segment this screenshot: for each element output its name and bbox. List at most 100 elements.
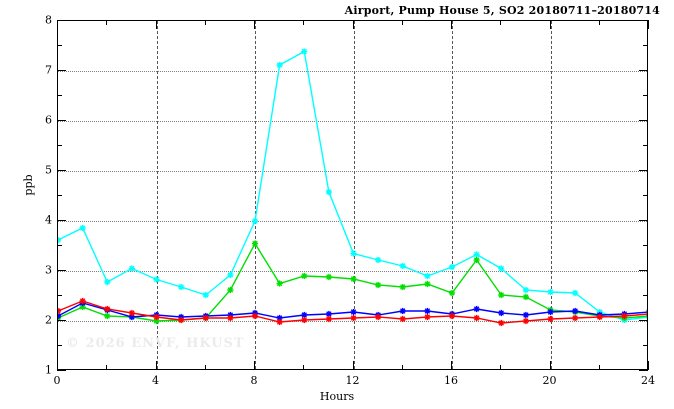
y-tick bbox=[57, 295, 62, 296]
x-tick bbox=[451, 361, 452, 370]
gridline-horizontal bbox=[58, 321, 647, 322]
y-tick bbox=[57, 70, 66, 71]
data-point-marker bbox=[399, 283, 406, 291]
x-tick bbox=[598, 365, 600, 370]
y-tick bbox=[57, 270, 66, 271]
x-tick bbox=[451, 20, 452, 29]
data-point-marker bbox=[276, 61, 283, 69]
y-tick bbox=[639, 320, 648, 321]
y-tick bbox=[643, 345, 648, 346]
chart-title: Airport, Pump House 5, SO2 20180711–2018… bbox=[344, 4, 660, 17]
y-tick bbox=[57, 145, 62, 146]
y-tick bbox=[639, 370, 648, 371]
data-point-marker bbox=[79, 297, 86, 305]
data-point-marker bbox=[621, 312, 628, 320]
data-point-marker bbox=[79, 224, 86, 232]
data-point-marker bbox=[572, 314, 579, 322]
data-point-marker bbox=[227, 286, 234, 294]
data-point-marker bbox=[58, 236, 62, 244]
data-point-marker bbox=[498, 265, 505, 272]
data-point-marker bbox=[498, 319, 505, 327]
y-tick bbox=[643, 195, 648, 196]
data-point-marker bbox=[522, 311, 529, 319]
data-point-marker bbox=[424, 313, 431, 321]
x-tick bbox=[106, 20, 108, 25]
gridline-horizontal bbox=[58, 171, 647, 172]
axis-ticks bbox=[57, 20, 649, 371]
x-tick-label: 20 bbox=[542, 374, 557, 387]
x-tick bbox=[204, 365, 206, 370]
x-tick bbox=[106, 365, 108, 370]
data-point-marker bbox=[301, 316, 308, 324]
gridline-horizontal bbox=[58, 271, 647, 272]
x-tick bbox=[204, 20, 206, 25]
y-tick-label: 5 bbox=[45, 163, 52, 177]
data-point-marker bbox=[473, 305, 480, 313]
data-series-layer bbox=[58, 48, 647, 327]
data-point-marker bbox=[153, 276, 160, 283]
data-point-marker bbox=[473, 251, 480, 258]
data-point-marker bbox=[399, 262, 406, 270]
data-point-marker bbox=[448, 289, 456, 297]
y-tick bbox=[639, 120, 648, 121]
y-tick bbox=[57, 245, 62, 246]
gridline-horizontal bbox=[58, 71, 647, 72]
x-tick bbox=[303, 365, 305, 370]
data-point-marker bbox=[202, 314, 209, 322]
x-tick bbox=[352, 361, 354, 370]
gridline-horizontal bbox=[58, 221, 647, 222]
y-tick bbox=[57, 170, 66, 171]
x-tick-label: 4 bbox=[152, 374, 159, 387]
data-point-marker bbox=[448, 263, 456, 271]
data-point-marker bbox=[251, 312, 259, 320]
data-point-marker bbox=[104, 278, 111, 286]
data-point-marker bbox=[276, 318, 283, 326]
y-tick bbox=[643, 295, 648, 296]
y-tick-label: 3 bbox=[45, 263, 52, 277]
x-tick-label: 0 bbox=[53, 374, 61, 387]
y-tick bbox=[57, 95, 62, 96]
data-point-marker bbox=[473, 256, 480, 264]
data-point-marker bbox=[301, 48, 308, 55]
data-point-marker bbox=[572, 307, 579, 315]
data-point-marker bbox=[522, 317, 529, 325]
data-point-marker bbox=[227, 271, 234, 279]
data-point-marker bbox=[375, 256, 382, 264]
data-point-marker bbox=[448, 312, 456, 320]
data-point-marker bbox=[547, 288, 554, 296]
data-point-marker bbox=[498, 309, 505, 317]
data-point-marker bbox=[251, 240, 259, 247]
y-tick bbox=[643, 245, 648, 246]
x-tick-label: 8 bbox=[250, 374, 258, 387]
data-point-marker bbox=[350, 308, 357, 316]
x-tick bbox=[155, 361, 157, 370]
x-axis-title: Hours bbox=[319, 390, 355, 403]
y-tick bbox=[639, 170, 648, 171]
x-tick-label: 12 bbox=[345, 374, 360, 387]
x-tick bbox=[500, 20, 502, 25]
data-point-marker bbox=[276, 280, 283, 287]
data-point-marker bbox=[547, 315, 554, 323]
data-point-marker bbox=[325, 315, 332, 323]
data-point-marker bbox=[128, 309, 135, 317]
y-tick-label: 8 bbox=[45, 13, 52, 27]
data-point-marker bbox=[522, 286, 529, 294]
data-point-marker bbox=[128, 265, 135, 272]
y-tick-label: 1 bbox=[45, 363, 52, 377]
y-axis-title: ppb bbox=[22, 174, 36, 196]
y-tick bbox=[57, 120, 66, 121]
y-tick bbox=[57, 320, 66, 321]
x-tick bbox=[401, 365, 403, 370]
data-point-marker bbox=[301, 272, 308, 280]
x-tick bbox=[401, 20, 403, 25]
data-point-marker bbox=[350, 250, 357, 257]
data-point-marker bbox=[104, 305, 111, 313]
y-tick bbox=[57, 220, 66, 221]
x-tick bbox=[57, 20, 58, 29]
x-tick bbox=[648, 361, 649, 370]
y-tick bbox=[639, 270, 648, 271]
data-point-marker bbox=[473, 314, 480, 322]
data-point-marker bbox=[375, 281, 382, 289]
watermark: © 2026 ENVF, HKUST bbox=[66, 336, 245, 351]
